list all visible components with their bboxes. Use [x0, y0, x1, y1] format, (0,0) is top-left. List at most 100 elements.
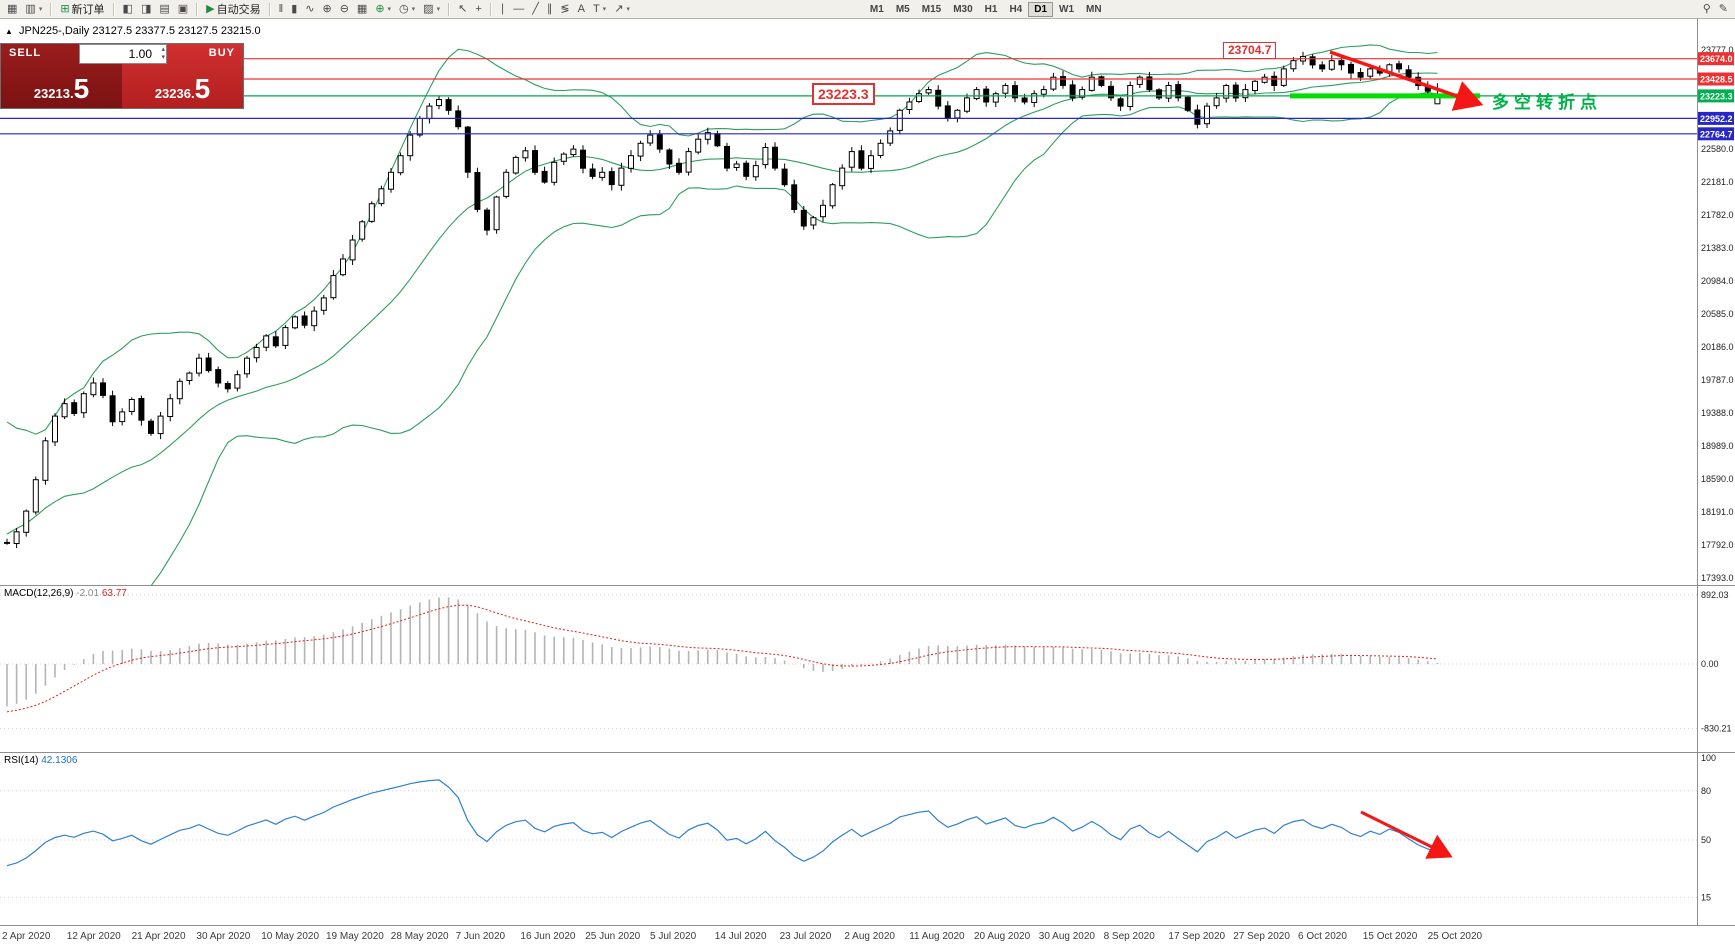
indicators-button[interactable]: ⊕ ▾ [371, 1, 395, 17]
new-chart-button[interactable]: ▦ [3, 1, 21, 17]
toolbar-buttons: ▦ ▥ ▾ ⊞ 新订单 ◧ ◨ ▤ ▣ ▶ 自动交易 ‖ ▮ ∿ ⊕ ⊖ ▦ ⊕ ▾ ◷ ▾ ▨ ▾ ↖ + ∣ ― ╱ ∥ ≶ A T ▾ ↗ ▾ [3, 1, 634, 17]
bar-chart-mode-icon: ‖ [278, 2, 284, 15]
pivot-highlight-line[interactable] [1290, 93, 1480, 99]
toolbar-separator [448, 2, 451, 16]
timeframe-w1-button[interactable]: W1 [1053, 2, 1080, 17]
bollinger-middle-band [6, 72, 1438, 535]
timeframe-m5-button[interactable]: M5 [890, 2, 916, 17]
svg-text:23428.5: 23428.5 [1700, 74, 1733, 84]
expand-triangle-icon[interactable]: ▲ [5, 27, 13, 36]
trendline-button[interactable]: ╱ [528, 1, 543, 17]
toolbar-separator [196, 2, 199, 16]
periods-button[interactable]: ◷ ▾ [395, 1, 419, 17]
timeframe-m1-button[interactable]: M1 [864, 2, 890, 17]
periods-icon: ◷ [399, 2, 409, 15]
price-callout-high[interactable]: 23704.7 [1223, 42, 1277, 59]
timeframe-h1-button[interactable]: H1 [979, 2, 1004, 17]
macd-histogram [6, 597, 1439, 707]
market-watch-button[interactable]: ◧ [119, 1, 137, 17]
ohlc-values: 23127.5 23377.5 23127.5 23215.0 [92, 25, 261, 37]
price-axis-tick: 22181.0 [1701, 177, 1734, 187]
zoom-out-button[interactable]: ⊖ [336, 1, 353, 17]
date-label: 17 Sep 2020 [1168, 931, 1225, 942]
trendline-icon: ╱ [532, 2, 539, 15]
price-axis-tick: 21782.0 [1701, 210, 1734, 220]
date-label: 15 Oct 2020 [1363, 931, 1418, 942]
volume-input[interactable]: 1.00 ▴ ▾ [79, 44, 167, 64]
fibonacci-retracement-button[interactable]: ≶ [556, 1, 573, 17]
search-button[interactable]: ⚲ [1699, 1, 1715, 17]
bollinger-lower-band [150, 91, 1438, 585]
candlestick-chart-mode-icon: ▮ [291, 2, 298, 15]
label-tool-button[interactable]: T ▾ [589, 1, 610, 17]
volume-increase-button[interactable]: ▴ [161, 46, 165, 53]
data-window-icon: ◨ [140, 2, 152, 15]
trend-down-arrow[interactable] [1329, 50, 1484, 111]
rsi-down-arrow[interactable] [1360, 810, 1453, 859]
svg-text:23674.0: 23674.0 [1700, 54, 1733, 64]
symbol-period-label: JPN225-,Daily [18, 25, 90, 37]
buy-price: 23236.5 [154, 73, 211, 104]
navigator-button[interactable]: ▤ [155, 1, 173, 17]
svg-text:22764.7: 22764.7 [1700, 129, 1733, 139]
date-label: 30 Aug 2020 [1039, 931, 1096, 942]
chart-title: ▲ JPN225-,Daily 23127.5 23377.5 23127.5 … [5, 25, 261, 37]
vertical-line-button[interactable]: ∣ [496, 1, 510, 17]
timeframe-mn-button[interactable]: MN [1080, 2, 1108, 17]
crosshair-button[interactable]: + [471, 1, 485, 17]
rsi-axis-tick: 80 [1701, 786, 1711, 796]
crosshair-icon: + [475, 2, 482, 15]
candlestick-chart-mode-button[interactable]: ▮ [287, 1, 301, 17]
sell-label: SELL [9, 47, 42, 59]
templates-icon: ▨ [423, 2, 434, 15]
vertical-line-icon: ∣ [499, 2, 506, 15]
search-icon: ⚲ [1702, 2, 1711, 15]
caret-down-icon: ▾ [38, 6, 43, 13]
auto-trading-button[interactable]: ▶ 自动交易 [202, 1, 264, 17]
timeframe-m30-button[interactable]: M30 [947, 2, 978, 17]
date-label: 23 Jul 2020 [780, 931, 832, 942]
caret-down-icon: ▾ [436, 6, 441, 13]
cursor-button[interactable]: ↖ [454, 1, 471, 17]
terminal-button[interactable]: ▣ [174, 1, 192, 17]
timeframe-h4-button[interactable]: H4 [1003, 2, 1028, 17]
timeframe-strip: M1 M5 M15 M30 H1 H4 D1 W1 MN [864, 1, 1108, 17]
date-label: 16 Jun 2020 [520, 931, 575, 942]
candlestick-series [4, 51, 1441, 549]
volume-decrease-button[interactable]: ▾ [161, 53, 165, 61]
data-window-button[interactable]: ◨ [137, 1, 155, 17]
price-callout-pivot[interactable]: 23223.3 [812, 83, 875, 105]
date-label: 21 Apr 2020 [132, 931, 186, 942]
pivot-annotation-text[interactable]: 多空转折点 [1492, 93, 1602, 112]
date-axis: 2 Apr 2020 12 Apr 2020 21 Apr 2020 30 Apr 2… [2, 931, 1483, 942]
arrows-tool-button[interactable]: ↗ ▾ [610, 1, 634, 17]
quick-edit-button[interactable]: ✎ [1715, 1, 1732, 17]
price-axis-tick: 21383.0 [1701, 243, 1734, 253]
quick-edit-icon: ✎ [1718, 2, 1728, 15]
price-axis-tick: 19388.0 [1701, 408, 1734, 418]
date-label: 12 Apr 2020 [67, 931, 121, 942]
new-order-button[interactable]: ⊞ 新订单 [56, 1, 108, 17]
toolbar: ▦ ▥ ▾ ⊞ 新订单 ◧ ◨ ▤ ▣ ▶ 自动交易 ‖ ▮ ∿ ⊕ ⊖ ▦ ⊕ ▾ ◷ ▾ ▨ ▾ ↖ + ∣ ― ╱ ∥ ≶ A T ▾ ↗ ▾… [0, 0, 1735, 19]
price-axis-tick: 22580.0 [1701, 144, 1734, 154]
zoom-in-button[interactable]: ⊕ [318, 1, 335, 17]
timeframe-d1-button[interactable]: D1 [1028, 1, 1054, 17]
navigator-icon: ▤ [159, 2, 170, 15]
date-label: 28 May 2020 [391, 931, 449, 942]
line-chart-mode-button[interactable]: ∿ [301, 1, 318, 17]
horizontal-line-button[interactable]: ― [509, 1, 528, 17]
tile-windows-button[interactable]: ▦ [353, 1, 371, 17]
macd-signal-line [6, 604, 1438, 713]
templates-button[interactable]: ▨ ▾ [419, 1, 444, 17]
profiles-button[interactable]: ▥ ▾ [21, 1, 46, 17]
rsi-indicator-label: RSI(14) 42.1306 [4, 755, 78, 766]
text-tool-button[interactable]: A [574, 1, 589, 17]
timeframe-m15-button[interactable]: M15 [916, 2, 947, 17]
equidistant-channel-button[interactable]: ∥ [543, 1, 557, 17]
bar-chart-mode-button[interactable]: ‖ [275, 1, 288, 17]
macd-indicator-label: MACD(12,26,9) -2.01 63.77 [4, 588, 127, 599]
new-order-label: 新订单 [71, 4, 105, 16]
sell-button[interactable]: SELL 23213.5 [1, 44, 122, 108]
toolbar-separator [50, 2, 53, 16]
